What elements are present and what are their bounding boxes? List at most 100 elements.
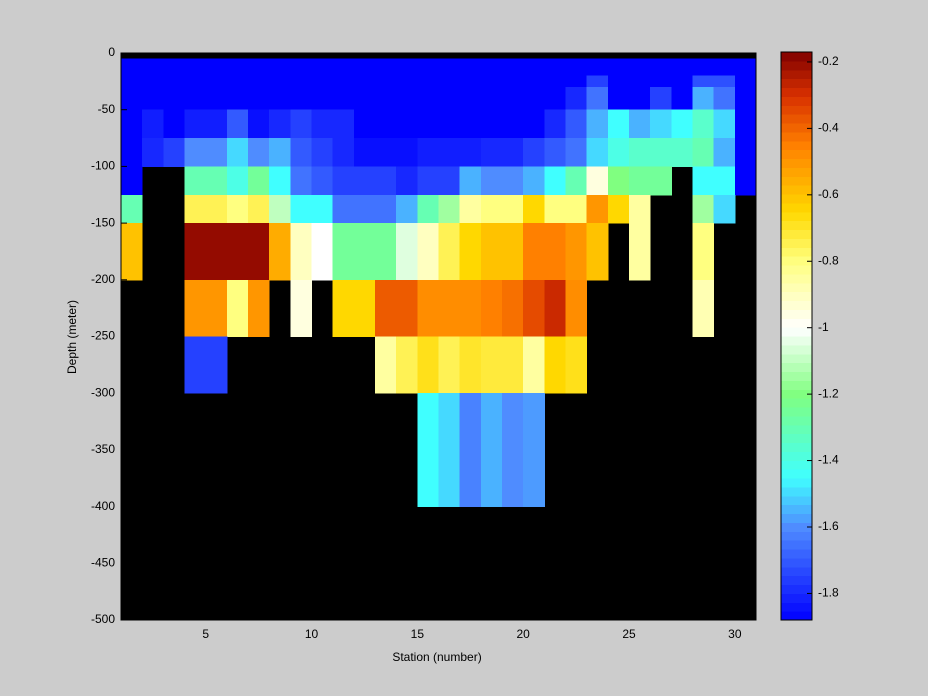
heatmap-cell [290,75,312,88]
heatmap-cell [502,393,524,508]
y-axis-label: Depth (meter) [65,300,79,374]
heatmap-cell [523,223,545,281]
y-tick-label: -450 [91,555,115,569]
heatmap-cell [248,166,270,196]
heatmap-cell [438,138,461,167]
heatmap-cell [523,75,545,88]
heatmap-cell [290,58,312,77]
heatmap-cell [671,58,693,77]
colorbar-step [781,433,812,443]
colorbar-step [781,105,812,115]
heatmap-cell [290,138,312,167]
heatmap-cell [248,279,270,337]
colorbar-step [781,265,812,275]
heatmap-cell [607,58,630,77]
heatmap-cell [205,279,228,337]
heatmap-cell [396,166,418,196]
heatmap-cell [396,109,418,139]
colorbar-step [781,273,812,284]
colorbar-step [781,566,812,577]
heatmap-cell [226,87,249,111]
heatmap-cell [629,166,651,196]
colorbar-step [781,380,812,390]
heatmap-cell [332,109,355,139]
colorbar-step [781,309,812,319]
heatmap-cell [607,166,630,196]
colorbar-step [781,96,812,106]
heatmap-cell [734,87,757,111]
heatmap-cell [205,223,228,281]
heatmap-cell [480,75,503,88]
heatmap-cell [269,58,291,77]
colorbar-tick-label: -1.8 [818,586,839,600]
heatmap-cell [248,87,270,111]
heatmap-cell [713,138,736,167]
colorbar-step [781,486,812,497]
heatmap-cell [332,223,355,281]
heatmap-cell [438,336,461,394]
colorbar-step [781,593,812,603]
heatmap-cell [353,194,376,224]
heatmap-cell [332,166,355,196]
heatmap-cell [692,279,715,337]
heatmap-cell [544,279,566,337]
heatmap-cell [629,138,651,167]
heatmap-cell [586,75,609,88]
colorbar-step [781,158,812,168]
heatmap-cell [523,194,545,224]
heatmap-cell [713,58,736,77]
x-tick-label: 5 [202,627,209,641]
heatmap-cell [480,223,503,281]
heatmap-cell [142,58,164,77]
heatmap-cell [375,194,397,224]
heatmap-cell [205,336,228,394]
heatmap-cell [142,87,164,111]
heatmap-cell [290,87,312,111]
heatmap-cell [142,138,164,167]
heatmap-cell [332,138,355,167]
colorbar-step [781,611,812,621]
heatmap-cell [353,75,376,88]
heatmap-cell [544,75,566,88]
colorbar-step [781,327,812,337]
heatmap-cell [438,75,461,88]
heatmap-cell [417,194,439,224]
heatmap-cell [459,75,482,88]
heatmap-cell [184,336,207,394]
heatmap-cell [248,109,270,139]
heatmap-cell [502,58,524,77]
heatmap-cell [184,58,207,77]
heatmap-cell [459,279,482,337]
heatmap-cell [502,166,524,196]
heatmap-cell [438,393,461,508]
x-tick-label: 25 [622,627,636,641]
heatmap-cell [502,75,524,88]
heatmap-cell [734,166,757,196]
heatmap-cell [290,109,312,139]
heatmap-cell [544,336,566,394]
heatmap-cell [375,138,397,167]
heatmap-cell [269,166,291,196]
y-tick-label: 0 [108,45,115,59]
colorbar-step [781,353,812,364]
colorbar-tick-label: -0.8 [818,253,839,267]
heatmap-cell [332,87,355,111]
heatmap-cell [226,58,249,77]
x-axis-label: Station (number) [392,650,481,664]
heatmap-cell [438,194,461,224]
heatmap-cell [184,194,207,224]
y-tick-label: -50 [98,102,116,116]
colorbar-step [781,149,812,159]
heatmap-cell [417,138,439,167]
colorbar-step [781,318,812,328]
colorbar-step [781,176,812,186]
heatmap-cell [713,75,736,88]
heatmap-cell [121,87,143,111]
colorbar-step [781,415,812,426]
heatmap-cell [438,87,461,111]
heatmap-cell [311,75,334,88]
heatmap-cell [734,109,757,139]
heatmap-cell [671,87,693,111]
heatmap-cell [459,87,482,111]
heatmap-cell [480,166,503,196]
